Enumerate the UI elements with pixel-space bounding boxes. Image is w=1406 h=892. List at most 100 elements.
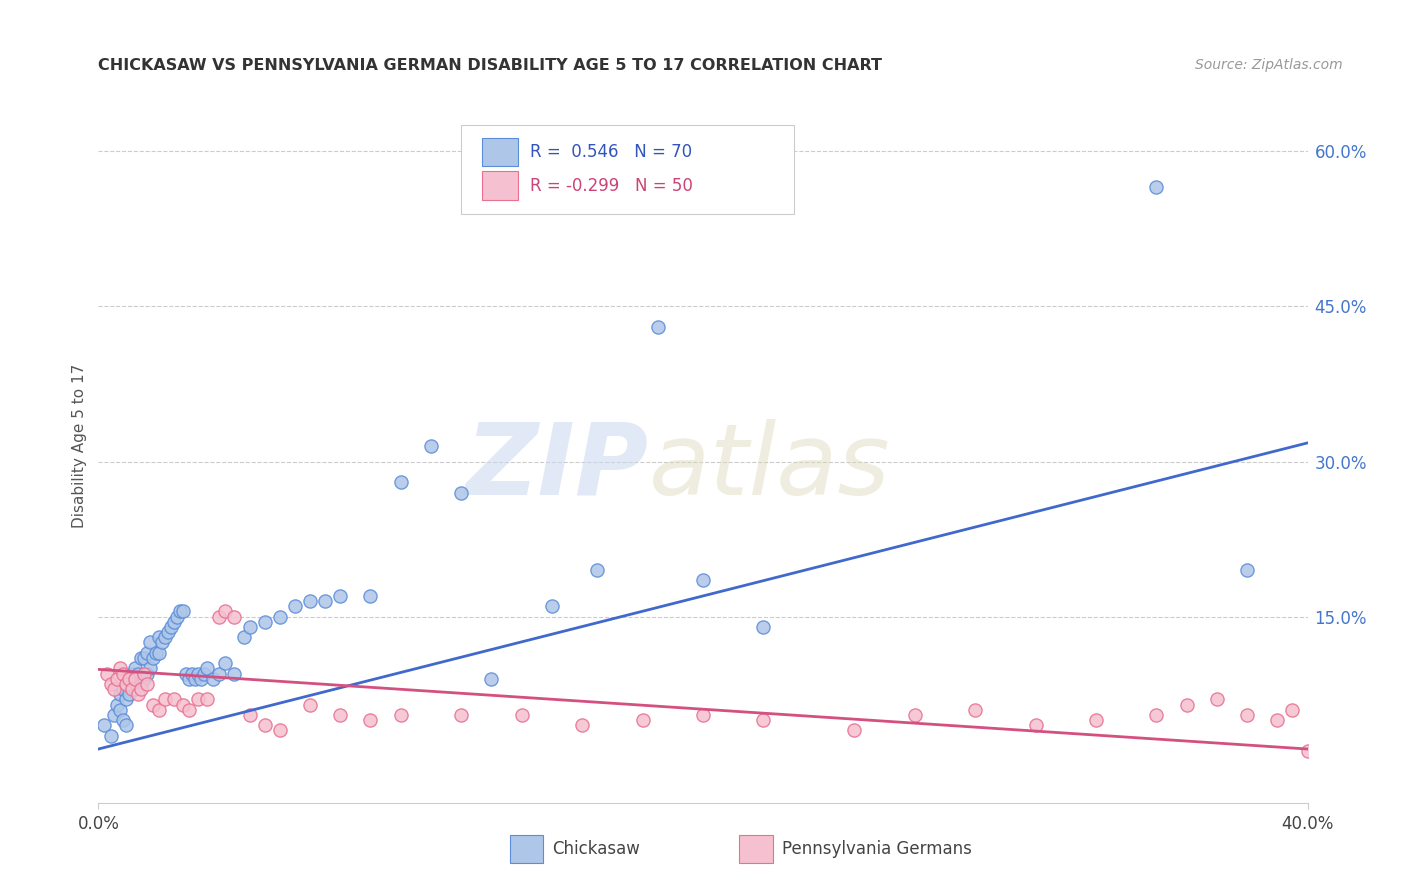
- Point: [124, 661, 146, 675]
- Point: [540, 599, 562, 614]
- Point: [127, 687, 149, 701]
- Point: [1024, 718, 1046, 732]
- Point: [93, 718, 115, 732]
- Point: [108, 687, 131, 701]
- Point: [129, 677, 152, 691]
- Point: [114, 677, 136, 691]
- Point: [1296, 744, 1319, 758]
- Point: [214, 605, 236, 619]
- Point: [135, 677, 157, 691]
- Bar: [509, 835, 543, 863]
- Y-axis label: Disability Age 5 to 17: Disability Age 5 to 17: [72, 364, 87, 528]
- Bar: [740, 835, 773, 863]
- Point: [100, 729, 122, 743]
- Point: [163, 615, 186, 629]
- Point: [103, 707, 125, 722]
- Text: Pennsylvania Germans: Pennsylvania Germans: [782, 840, 972, 858]
- Point: [124, 672, 146, 686]
- Point: [752, 713, 775, 727]
- Point: [135, 646, 157, 660]
- Point: [239, 620, 262, 634]
- Point: [179, 703, 201, 717]
- Bar: [482, 171, 517, 200]
- Point: [129, 651, 152, 665]
- Point: [148, 703, 170, 717]
- Point: [1144, 707, 1167, 722]
- Point: [135, 666, 157, 681]
- Point: [127, 666, 149, 681]
- Point: [329, 589, 352, 603]
- Point: [187, 666, 209, 681]
- Point: [96, 666, 118, 681]
- Point: [114, 718, 136, 732]
- Point: [647, 320, 669, 334]
- Point: [148, 630, 170, 644]
- Point: [329, 707, 352, 722]
- Point: [118, 672, 141, 686]
- Point: [481, 672, 503, 686]
- Point: [631, 713, 654, 727]
- Point: [193, 666, 215, 681]
- Point: [160, 620, 183, 634]
- Point: [190, 672, 212, 686]
- Point: [965, 703, 987, 717]
- Point: [214, 656, 236, 670]
- Point: [692, 707, 714, 722]
- FancyBboxPatch shape: [461, 125, 793, 214]
- Text: Source: ZipAtlas.com: Source: ZipAtlas.com: [1195, 58, 1343, 72]
- Point: [179, 672, 201, 686]
- Text: R =  0.546   N = 70: R = 0.546 N = 70: [530, 143, 692, 161]
- Text: atlas: atlas: [648, 419, 890, 516]
- Point: [142, 698, 165, 712]
- Point: [420, 439, 443, 453]
- Point: [132, 666, 155, 681]
- Point: [108, 661, 131, 675]
- Point: [253, 615, 276, 629]
- Text: CHICKASAW VS PENNSYLVANIA GERMAN DISABILITY AGE 5 TO 17 CORRELATION CHART: CHICKASAW VS PENNSYLVANIA GERMAN DISABIL…: [98, 58, 883, 73]
- Point: [224, 609, 246, 624]
- Point: [108, 703, 131, 717]
- Point: [389, 475, 412, 490]
- Point: [132, 651, 155, 665]
- Point: [184, 672, 207, 686]
- Point: [571, 718, 593, 732]
- Point: [239, 707, 262, 722]
- Point: [1085, 713, 1108, 727]
- Point: [124, 681, 146, 696]
- Point: [153, 630, 176, 644]
- Point: [299, 594, 322, 608]
- Point: [224, 666, 246, 681]
- Point: [103, 681, 125, 696]
- Point: [389, 707, 412, 722]
- Point: [169, 605, 191, 619]
- Point: [129, 681, 152, 696]
- Bar: [482, 137, 517, 166]
- Point: [105, 698, 128, 712]
- Point: [299, 698, 322, 712]
- Point: [284, 599, 307, 614]
- Point: [450, 485, 472, 500]
- Point: [208, 609, 231, 624]
- Point: [1144, 180, 1167, 194]
- Point: [187, 692, 209, 706]
- Point: [1175, 698, 1198, 712]
- Point: [269, 609, 291, 624]
- Point: [153, 692, 176, 706]
- Point: [450, 707, 472, 722]
- Point: [195, 661, 218, 675]
- Point: [1206, 692, 1229, 706]
- Point: [904, 707, 927, 722]
- Point: [118, 687, 141, 701]
- Point: [166, 609, 188, 624]
- Point: [1281, 703, 1303, 717]
- Point: [195, 692, 218, 706]
- Point: [121, 666, 143, 681]
- Point: [1236, 563, 1258, 577]
- Point: [156, 625, 179, 640]
- Point: [111, 713, 134, 727]
- Point: [208, 666, 231, 681]
- Point: [121, 681, 143, 696]
- Point: [118, 672, 141, 686]
- Text: Chickasaw: Chickasaw: [553, 840, 640, 858]
- Point: [142, 651, 165, 665]
